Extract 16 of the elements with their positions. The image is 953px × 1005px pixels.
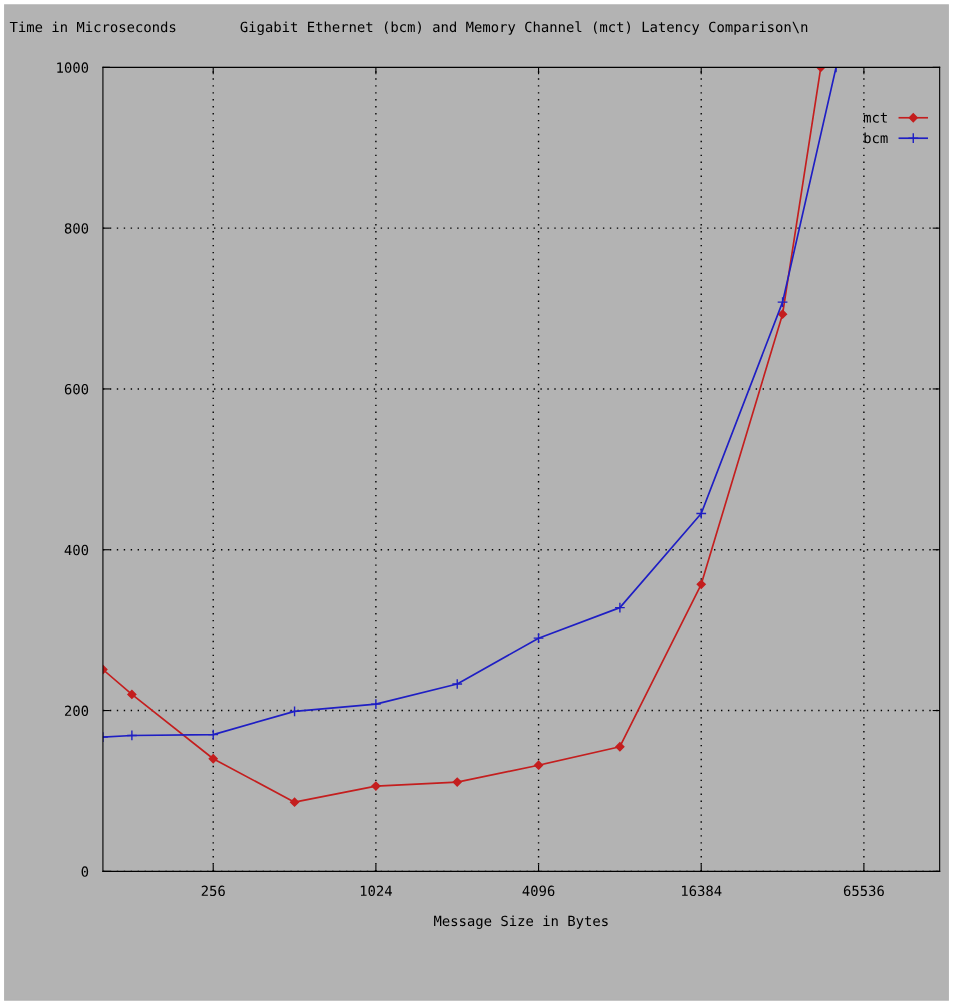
y-tick-label: 400 bbox=[64, 544, 89, 556]
x-tick-label: 256 bbox=[201, 885, 225, 897]
chart-title: Gigabit Ethernet (bcm) and Memory Channel (mct) Latency Comparison\n bbox=[240, 21, 808, 35]
y-tick-label: 600 bbox=[64, 383, 89, 395]
y-tick-label: 200 bbox=[64, 705, 89, 717]
legend-label: bcm bbox=[864, 132, 888, 144]
x-tick-label: 65536 bbox=[843, 885, 884, 897]
y-tick-label: 0 bbox=[81, 866, 89, 877]
x-axis-title: Message Size in Bytes bbox=[434, 915, 608, 929]
x-tick-label: 4096 bbox=[522, 885, 555, 897]
x-tick-label: 16384 bbox=[681, 885, 722, 897]
x-tick-label: 1024 bbox=[360, 885, 392, 897]
y-tick-label: 1000 bbox=[57, 62, 89, 73]
y-tick-label: 800 bbox=[64, 223, 89, 234]
legend-label: mct bbox=[863, 112, 887, 123]
y-axis-title: Time in Microseconds bbox=[9, 21, 176, 33]
